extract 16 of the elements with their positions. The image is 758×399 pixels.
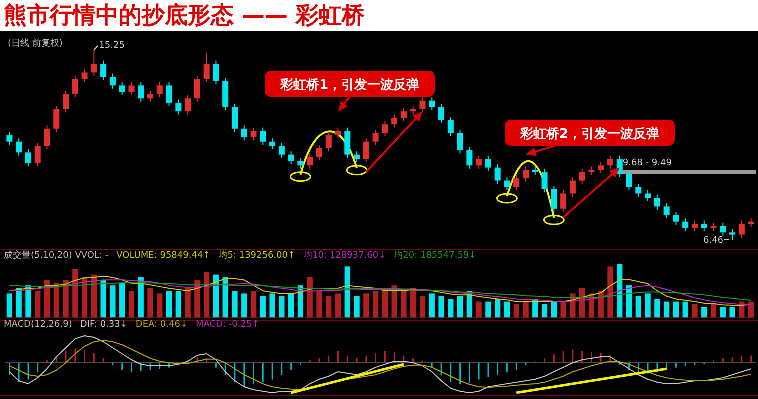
series-label: DIF: 0.33↓: [80, 320, 128, 330]
annotation: 彩虹桥1，引发一波反弹: [279, 77, 420, 93]
annotation: 15.25: [99, 41, 125, 51]
chart-title: 成交量(5,10,20) VVOL: -: [4, 250, 109, 261]
text: 均5: 139256.00↑: [218, 250, 296, 261]
text: 均10: 128937.60↓: [302, 250, 386, 261]
text: DEA: 0.46↓: [136, 320, 188, 330]
text: 均20: 185547.59↓: [393, 250, 477, 261]
chart-title: MACD(12,26,9): [4, 320, 72, 330]
text: VOLUME: 95849.44↑: [116, 251, 211, 261]
text: MACD: -0.25↑: [196, 320, 260, 330]
band-label: 9.68 - 9.49: [622, 158, 672, 168]
annotation: 彩虹桥2，引发一波反弹: [519, 126, 660, 142]
annotation: 6.46: [703, 236, 724, 246]
chart-subtitle: (日线 前复权): [8, 38, 63, 49]
chart-title: 熊市行情中的抄底形态 —— 彩虹桥: [4, 2, 366, 29]
